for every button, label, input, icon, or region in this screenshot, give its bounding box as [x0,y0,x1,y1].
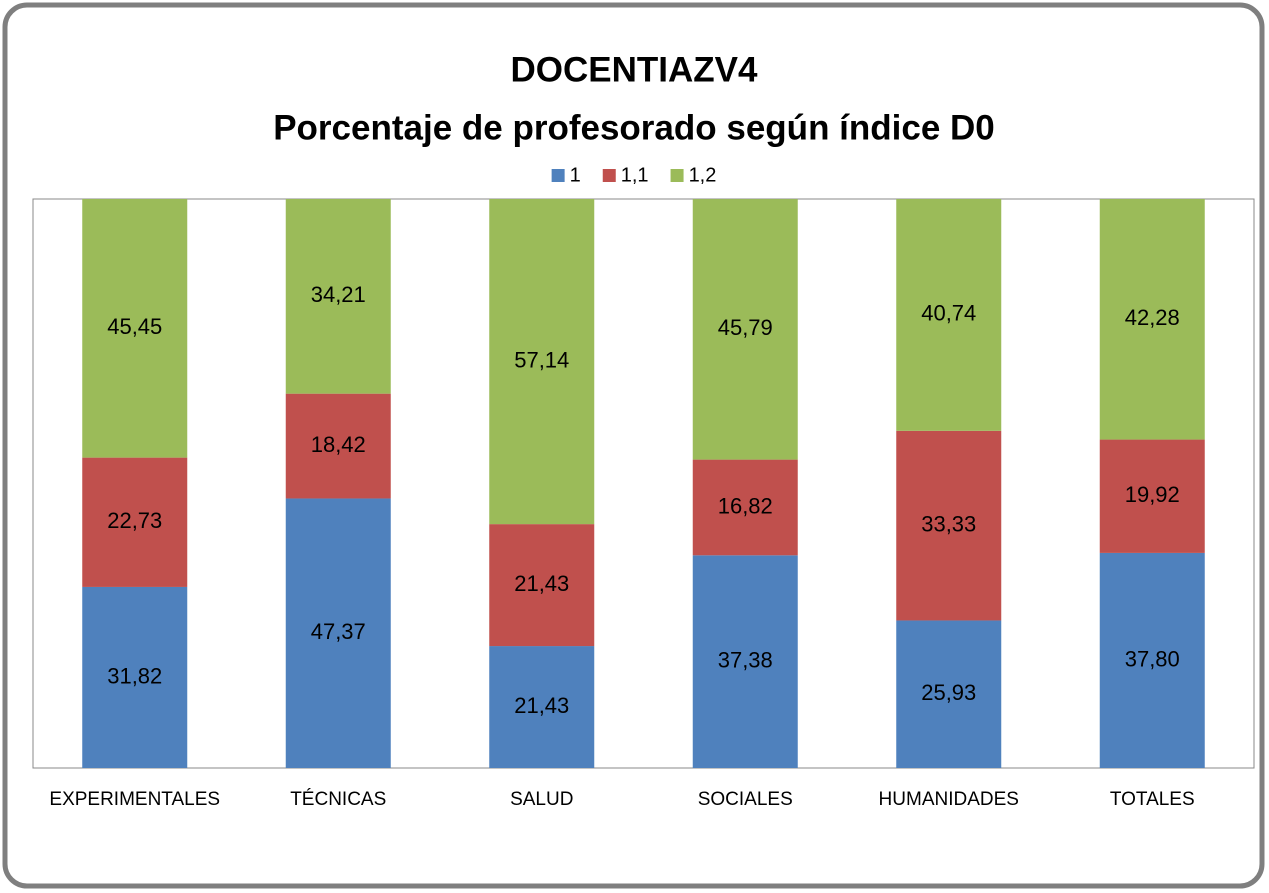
bar-segment [1099,552,1205,768]
data-label: 45,79 [718,315,773,340]
bar-segment [896,620,1002,768]
x-tick-label: HUMANIDADES [879,789,1019,810]
x-tick-label: TÉCNICAS [290,789,386,810]
bar-segment [285,393,391,499]
data-label: 18,42 [311,432,366,457]
bar-segment [896,199,1002,431]
bar-segment [692,459,798,556]
x-tick-label: SALUD [510,789,573,810]
bar-segment [82,586,188,768]
data-label: 16,82 [718,493,773,518]
data-label: 25,93 [921,680,976,705]
data-label: 37,38 [718,647,773,672]
bar-segment [489,646,595,768]
legend-label: 1,2 [689,164,717,186]
bar-segment [1099,439,1205,553]
bar-segment [692,199,798,460]
legend-label: 1 [570,164,581,186]
data-label: 40,74 [921,301,976,326]
bar-segment [489,199,595,525]
data-label: 33,33 [921,511,976,536]
data-label: 19,92 [1125,482,1180,507]
data-label: 21,43 [514,693,569,718]
bar-segment [285,199,391,394]
data-label: 45,45 [107,314,162,339]
bar-segment [82,457,188,587]
x-tick-label: SOCIALES [698,789,793,810]
x-tick-label: TOTALES [1110,789,1195,810]
chart-title: DOCENTIAZV4 [511,50,759,89]
data-label: 47,37 [311,619,366,644]
data-label: 22,73 [107,508,162,533]
data-label: 31,82 [107,663,162,688]
x-tick-label: EXPERIMENTALES [49,789,220,810]
bar-segment [489,524,595,647]
data-label: 57,14 [514,347,569,372]
data-label: 34,21 [311,282,366,307]
data-label: 42,28 [1125,305,1180,330]
legend-label: 1,1 [621,164,649,186]
legend-swatch [670,169,684,182]
bar-segment [896,430,1002,621]
chart-subtitle: Porcentaje de profesorado según índice D… [273,108,995,147]
bar-segment [285,498,391,768]
bar-segment [1099,199,1205,440]
data-label: 37,80 [1125,646,1180,671]
legend-swatch [551,169,565,182]
legend-swatch [602,169,616,182]
bar-segment [82,199,188,458]
plot-area [32,198,1255,769]
data-label: 21,43 [514,571,569,596]
bar-segment [692,555,798,768]
